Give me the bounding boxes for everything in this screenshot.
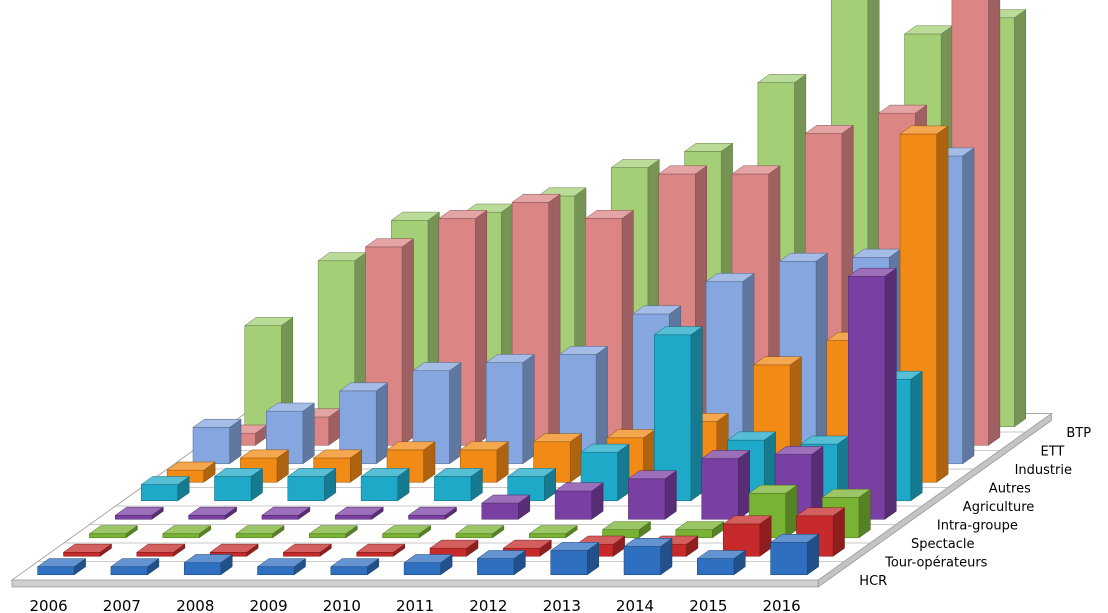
x-tick-label: 2011: [396, 597, 434, 613]
bar-spectacle-2014: [675, 521, 725, 539]
floor-front-edge: [11, 579, 819, 588]
x-tick-label: 2016: [763, 597, 801, 613]
bar-intra-groupe-2009: [334, 506, 384, 520]
bar-intra-groupe-2006: [114, 506, 165, 520]
bar-autres-2009: [386, 441, 436, 483]
bar-hcr-2014: [623, 537, 673, 576]
x-tick-label: 2007: [103, 597, 141, 613]
series-label: HCR: [859, 574, 887, 589]
bar-agriculture-2011: [506, 467, 557, 502]
bar-intra-groupe-2016: [847, 267, 898, 520]
series-label: Spectacle: [911, 537, 974, 552]
bar-spectacle-2008: [235, 525, 285, 539]
bar-spectacle-2013: [601, 521, 652, 539]
bar-ett-2010: [511, 193, 561, 446]
bar-hcr-2010: [330, 558, 380, 576]
bar-hcr-2008: [183, 554, 233, 576]
bar-spectacle-2011: [455, 525, 505, 539]
bar-intra-groupe-2010: [407, 506, 458, 520]
chart-labels: 2006 2007 2008 2009 2010 2011 2012 2013 2014 2015…: [30, 426, 1092, 613]
bar-industrie-2007: [265, 402, 316, 465]
x-tick-label: 2015: [689, 597, 727, 613]
x-tick-label: 2009: [250, 597, 288, 613]
x-tick-label: 2010: [323, 597, 361, 613]
series-label: BTP: [1066, 426, 1091, 441]
bar-tour-op-rateurs-2009: [282, 543, 333, 557]
bar-agriculture-2009: [360, 467, 410, 502]
bar-hcr-2007: [110, 558, 160, 576]
bar-industrie-2006: [192, 418, 242, 465]
bar-hcr-2016: [769, 533, 820, 576]
series-label: ETT: [1041, 444, 1065, 459]
bar-agriculture-2008: [287, 467, 337, 502]
series-label: Autres: [989, 481, 1031, 496]
bar-hcr-2015: [696, 550, 747, 576]
bar-hcr-2011: [403, 554, 453, 576]
bar-hcr-2012: [476, 550, 527, 576]
x-tick-label: 2014: [616, 597, 654, 613]
x-tick-label: 2008: [176, 597, 214, 613]
bar-intra-groupe-2012: [554, 482, 604, 520]
bar-tour-op-rateurs-2010: [355, 543, 406, 557]
bar-spectacle-2012: [528, 525, 578, 539]
x-tick-label: 2013: [543, 597, 581, 613]
bar-spectacle-2006: [88, 525, 139, 539]
series-label: Intra-groupe: [937, 518, 1018, 533]
bar-tour-op-rateurs-2006: [62, 543, 113, 557]
bar-intra-groupe-2011: [481, 494, 531, 520]
bar-agriculture-2006: [140, 476, 190, 502]
bar-hcr-2013: [549, 541, 600, 576]
bar-agriculture-2007: [213, 467, 264, 502]
chart-bars: [36, 0, 1027, 576]
bar-agriculture-2010: [433, 467, 484, 502]
series-label: Tour-opérateurs: [884, 555, 988, 570]
bar-agriculture-2013: [653, 326, 704, 502]
bar-tour-op-rateurs-2015: [722, 515, 772, 557]
bar-industrie-2009: [412, 362, 462, 465]
bar-hcr-2009: [256, 558, 307, 576]
bar-intra-groupe-2013: [627, 470, 678, 520]
bar-hcr-2006: [36, 558, 87, 576]
bar-intra-groupe-2008: [261, 506, 311, 520]
bar-tour-op-rateurs-2007: [136, 543, 186, 557]
bar-spectacle-2009: [308, 525, 359, 539]
bar-btp-2006: [244, 316, 294, 428]
x-tick-label: 2006: [30, 597, 68, 613]
series-label: Industrie: [1015, 463, 1072, 478]
bar-industrie-2008: [338, 382, 389, 465]
x-tick-label: 2012: [469, 597, 507, 613]
bar-industrie-2010: [485, 353, 535, 465]
bar-spectacle-2007: [161, 525, 212, 539]
series-label: Agriculture: [963, 500, 1035, 515]
bar-intra-groupe-2014: [700, 449, 751, 520]
bar-intra-groupe-2007: [187, 506, 238, 520]
bar-spectacle-2010: [381, 525, 432, 539]
